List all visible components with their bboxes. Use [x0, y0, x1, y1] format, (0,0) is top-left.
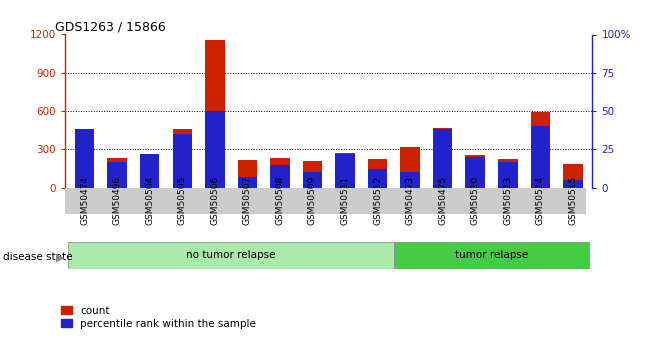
Bar [205, 40, 225, 188]
Text: GSM50511: GSM50511 [340, 176, 350, 225]
Bar [303, 161, 322, 188]
Bar [531, 126, 550, 188]
Bar [140, 154, 159, 188]
Text: GSM50512: GSM50512 [373, 176, 382, 225]
Text: GSM50506: GSM50506 [210, 176, 219, 225]
Bar [563, 164, 583, 188]
Text: GSM50514: GSM50514 [536, 176, 545, 225]
Bar [394, 241, 589, 269]
Text: GSM50513: GSM50513 [503, 176, 512, 225]
Bar [270, 165, 290, 188]
Bar [335, 153, 355, 188]
Bar [303, 172, 322, 188]
Bar [465, 155, 485, 188]
Text: GSM50473: GSM50473 [406, 176, 415, 225]
Text: GSM50505: GSM50505 [178, 176, 187, 225]
Text: GSM50515: GSM50515 [568, 176, 577, 225]
Bar [368, 169, 387, 188]
Bar [498, 159, 518, 188]
Text: GSM50475: GSM50475 [438, 176, 447, 225]
Bar [433, 129, 452, 188]
Bar [205, 111, 225, 188]
Bar [238, 177, 257, 188]
Text: ▶: ▶ [56, 253, 64, 263]
Bar [68, 241, 394, 269]
Text: no tumor relapse: no tumor relapse [186, 250, 276, 260]
Bar [563, 180, 583, 188]
Bar [270, 158, 290, 188]
Bar [465, 157, 485, 188]
Bar [173, 129, 192, 188]
Bar [400, 172, 420, 188]
Text: GSM50504: GSM50504 [145, 176, 154, 225]
Bar [498, 161, 518, 188]
Bar [400, 147, 420, 188]
Text: GSM50474: GSM50474 [80, 176, 89, 225]
Text: GSM50510: GSM50510 [471, 176, 480, 225]
Bar [173, 134, 192, 188]
Text: GSM50507: GSM50507 [243, 176, 252, 225]
Bar [75, 130, 94, 188]
Bar [368, 159, 387, 188]
Bar [107, 161, 127, 188]
Bar [238, 159, 257, 188]
Bar [75, 129, 94, 188]
Bar [531, 112, 550, 188]
Text: GSM50496: GSM50496 [113, 176, 122, 225]
Bar [107, 158, 127, 188]
Text: GSM50509: GSM50509 [308, 176, 317, 225]
Text: tumor relapse: tumor relapse [455, 250, 528, 260]
Bar [433, 128, 452, 188]
Text: disease state: disease state [3, 252, 73, 262]
Text: GSM50508: GSM50508 [275, 176, 284, 225]
Legend: count, percentile rank within the sample: count, percentile rank within the sample [57, 302, 260, 333]
Text: GDS1263 / 15866: GDS1263 / 15866 [55, 20, 165, 33]
Bar [335, 154, 355, 188]
Bar [140, 155, 159, 188]
